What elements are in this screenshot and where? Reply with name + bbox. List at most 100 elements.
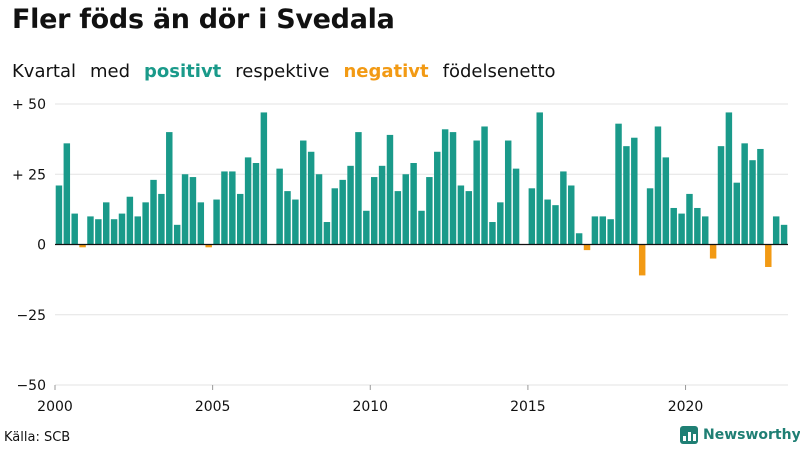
bar — [733, 182, 740, 245]
bar — [355, 132, 362, 245]
bar — [110, 219, 118, 245]
y-tick-label: −50 — [16, 378, 46, 394]
bar — [528, 188, 536, 245]
bar — [575, 233, 583, 245]
bar — [189, 177, 197, 245]
bar — [772, 216, 780, 245]
subtitle-positive: positivt — [144, 61, 222, 82]
bar — [646, 188, 654, 245]
source-label: Källa: SCB — [4, 430, 71, 445]
bar — [236, 193, 244, 245]
subtitle-negative: negativt — [343, 61, 429, 82]
x-tick-label: 2005 — [195, 399, 231, 415]
chart-title: Fler föds än dör i Svedala — [12, 4, 395, 35]
bar — [205, 244, 212, 248]
bar — [686, 193, 693, 245]
newsworthy-icon — [680, 426, 698, 444]
bar — [197, 202, 205, 245]
subtitle-part2: med — [89, 61, 131, 82]
bar — [678, 213, 685, 245]
x-tick-label: 2010 — [352, 399, 388, 415]
bar — [670, 207, 677, 245]
bar — [284, 191, 291, 245]
x-tick-label: 2000 — [37, 399, 73, 415]
bar — [71, 213, 78, 245]
bar — [504, 140, 512, 245]
bar — [370, 177, 378, 245]
y-tick-label: 0 — [37, 238, 46, 254]
bar — [441, 129, 449, 245]
bar — [709, 244, 717, 259]
bar — [292, 199, 299, 245]
chart-subtitle: Kvartal med positivt respektive negativt föde… — [12, 61, 570, 82]
bar — [173, 224, 181, 245]
bar — [166, 132, 173, 245]
bar — [765, 244, 772, 267]
bar — [339, 179, 346, 245]
bar — [134, 216, 141, 245]
bar — [118, 213, 126, 245]
bar — [79, 244, 86, 248]
bar — [749, 160, 756, 245]
bar — [473, 140, 480, 245]
bar — [260, 112, 268, 245]
bar — [386, 134, 394, 245]
bar — [323, 222, 331, 245]
bar — [229, 171, 236, 245]
bar — [591, 216, 599, 245]
x-tick-label: 2015 — [510, 399, 546, 415]
bar — [449, 132, 457, 245]
bar — [87, 216, 94, 245]
bar — [654, 126, 662, 245]
bar — [536, 112, 543, 245]
bar — [489, 222, 496, 245]
bar — [694, 207, 701, 245]
bar — [434, 151, 441, 245]
bar — [426, 177, 433, 245]
bar — [623, 146, 630, 245]
bar — [662, 157, 670, 245]
bar — [378, 165, 386, 245]
y-tick-label: −25 — [16, 308, 46, 324]
bar — [607, 219, 614, 245]
y-tick-label: + 25 — [12, 167, 46, 183]
bar — [497, 202, 504, 245]
bar — [599, 216, 607, 245]
bar — [363, 210, 370, 245]
bar — [702, 216, 709, 245]
bar — [158, 193, 165, 245]
bar — [150, 179, 157, 245]
bar — [481, 126, 488, 245]
bar — [300, 140, 307, 245]
bar — [631, 137, 638, 245]
bar — [252, 163, 260, 245]
bar — [544, 199, 551, 245]
bar — [307, 151, 315, 245]
bar — [142, 202, 149, 245]
subtitle-part3: respektive — [235, 61, 330, 82]
bar — [465, 191, 473, 245]
bar — [347, 165, 354, 245]
y-tick-label: + 50 — [12, 97, 46, 113]
bar — [638, 244, 646, 276]
bar — [331, 188, 339, 245]
bar — [244, 157, 252, 245]
bar — [552, 205, 559, 245]
bar — [457, 185, 465, 245]
bar — [394, 191, 402, 245]
brand-name: Newsworthy — [703, 427, 800, 443]
bar — [512, 168, 520, 245]
bar — [780, 224, 788, 245]
bar — [568, 185, 575, 245]
bar — [221, 171, 228, 245]
bar — [402, 174, 409, 245]
bar — [741, 143, 748, 245]
bar — [276, 168, 283, 245]
brand-logo: Newsworthy — [680, 426, 800, 444]
bar — [126, 196, 134, 245]
x-tick-label: 2020 — [668, 399, 704, 415]
bar — [757, 148, 764, 245]
subtitle-part1: Kvartal — [12, 61, 76, 82]
bar — [583, 244, 591, 251]
